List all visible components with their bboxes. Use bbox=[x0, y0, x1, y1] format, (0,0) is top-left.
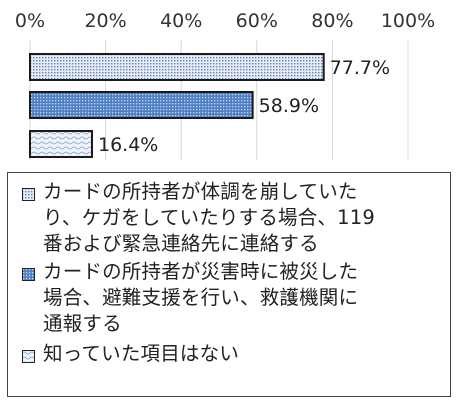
legend-swatch-fine-dots bbox=[22, 188, 35, 201]
legend-swatch-dense-dots bbox=[22, 268, 35, 281]
bar-value-label: 77.7% bbox=[330, 57, 390, 79]
legend-entry-contact: カードの所持者が体調を崩していた り、ケガをしていたりする場合、119 番および… bbox=[22, 179, 440, 257]
x-tick-label: 100% bbox=[381, 10, 435, 32]
x-tick-label: 40% bbox=[160, 10, 202, 32]
x-tick-label: 20% bbox=[84, 10, 126, 32]
legend-entry-none: 知っていた項目はない bbox=[22, 341, 440, 367]
bar-value-label: 58.9% bbox=[259, 95, 319, 117]
x-tick-label: 80% bbox=[311, 10, 353, 32]
bar bbox=[29, 91, 254, 119]
x-tick-label: 60% bbox=[236, 10, 278, 32]
x-tick-label: 0% bbox=[15, 10, 45, 32]
legend-swatch-waves bbox=[22, 350, 35, 363]
legend-entry-disaster: カードの所持者が災害時に被災した 場合、避難支援を行い、救護機関に 通報する bbox=[22, 259, 440, 337]
bar-chart: 0% 20% 40% 60% 80% 100% 77.7% 58.9% 16.4% bbox=[15, 10, 435, 160]
bar bbox=[29, 53, 325, 81]
value-labels: 77.7% 58.9% 16.4% bbox=[98, 57, 390, 156]
bars bbox=[29, 53, 325, 158]
bar-value-label: 16.4% bbox=[98, 134, 158, 156]
legend: カードの所持者が体調を崩していた り、ケガをしていたりする場合、119 番および… bbox=[7, 172, 451, 397]
x-axis-tick-labels: 0% 20% 40% 60% 80% 100% bbox=[15, 10, 435, 32]
legend-label-none: 知っていた項目はない bbox=[43, 342, 240, 365]
legend-label-disaster: カードの所持者が災害時に被災した 場合、避難支援を行い、救護機関に 通報する bbox=[43, 260, 359, 335]
bar bbox=[29, 130, 93, 158]
legend-label-contact: カードの所持者が体調を崩していた り、ケガをしていたりする場合、119 番および… bbox=[43, 180, 375, 255]
